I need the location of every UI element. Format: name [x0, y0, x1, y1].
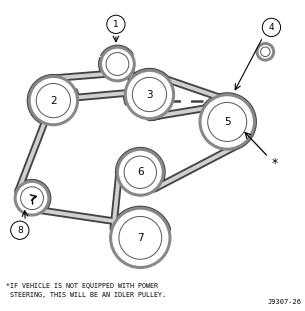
- Circle shape: [100, 46, 135, 82]
- Circle shape: [28, 76, 78, 126]
- Text: *: *: [271, 157, 278, 169]
- Circle shape: [14, 180, 50, 216]
- Text: J9307-26: J9307-26: [268, 299, 302, 305]
- Circle shape: [127, 72, 171, 116]
- Circle shape: [110, 207, 171, 268]
- Text: *IF VEHICLE IS NOT EQUIPPED WITH POWER: *IF VEHICLE IS NOT EQUIPPED WITH POWER: [6, 282, 158, 288]
- Text: 5: 5: [224, 117, 231, 127]
- Text: 1: 1: [113, 20, 119, 29]
- Circle shape: [202, 97, 252, 147]
- Circle shape: [124, 69, 174, 119]
- Text: 2: 2: [50, 95, 57, 106]
- Text: 6: 6: [137, 167, 144, 177]
- Circle shape: [199, 94, 255, 150]
- Circle shape: [262, 18, 281, 37]
- Text: 8: 8: [17, 226, 23, 235]
- Circle shape: [120, 151, 161, 193]
- Text: STEERING, THIS WILL BE AN IDLER PULLEY.: STEERING, THIS WILL BE AN IDLER PULLEY.: [6, 292, 166, 298]
- Text: 3: 3: [146, 90, 153, 100]
- Text: 4: 4: [269, 23, 274, 32]
- Circle shape: [259, 46, 271, 58]
- Circle shape: [256, 43, 274, 61]
- Circle shape: [107, 15, 125, 34]
- Circle shape: [17, 183, 47, 213]
- Circle shape: [103, 49, 132, 79]
- Circle shape: [113, 211, 168, 265]
- Circle shape: [117, 148, 164, 196]
- Text: 7: 7: [137, 233, 144, 243]
- Circle shape: [31, 79, 75, 123]
- Circle shape: [11, 221, 29, 239]
